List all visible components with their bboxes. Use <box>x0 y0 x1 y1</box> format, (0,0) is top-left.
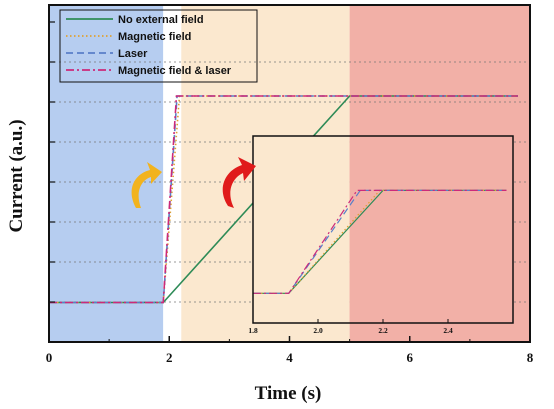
x-tick-label: 4 <box>286 350 293 365</box>
legend-item-magnetic-field-and-laser: Magnetic field & laser <box>66 65 232 77</box>
inset-tick-label: 2.4 <box>443 326 453 335</box>
legend-label: No external field <box>118 14 204 26</box>
inset-tick-label: 2.2 <box>378 326 388 335</box>
inset-band <box>253 136 350 323</box>
legend-label: Magnetic field & laser <box>118 65 232 77</box>
legend-item-laser: Laser <box>66 48 148 60</box>
x-tick-label: 6 <box>407 350 414 365</box>
inset-series-lines <box>253 189 507 294</box>
legend-label: Magnetic field <box>118 31 191 43</box>
y-axis-ticks <box>49 21 55 303</box>
inset-band <box>349 136 513 323</box>
inset-background-bands <box>253 136 513 323</box>
legend-label: Laser <box>118 48 148 60</box>
inset-plot: 1.8 2.0 2.2 2.4 <box>248 135 514 335</box>
legend-box <box>59 9 258 83</box>
inset-tick-label: 1.8 <box>248 326 258 335</box>
red-curved-arrow-icon <box>222 157 256 208</box>
yellow-curved-arrow-icon <box>131 162 162 208</box>
y-axis-title: Current (a.u.) <box>6 119 27 232</box>
x-tick-label: 2 <box>166 350 173 365</box>
series-line <box>49 95 518 304</box>
inset-tick-label: 2.0 <box>313 326 323 335</box>
inset-series-line <box>253 189 507 294</box>
x-tick-label: 8 <box>527 350 534 365</box>
legend-item-magnetic-field: Magnetic field <box>66 31 191 43</box>
x-axis-ticks: 0 2 4 6 8 <box>46 336 534 365</box>
x-axis-title: Time (s) <box>255 383 322 404</box>
legend-item-no-external-field: No external field <box>66 14 204 26</box>
x-tick-label: 0 <box>46 350 53 365</box>
legend: No external field Magnetic field Laser M… <box>59 9 258 83</box>
series-line <box>49 95 518 304</box>
inset-x-ticks: 1.8 2.0 2.2 2.4 <box>248 319 453 335</box>
